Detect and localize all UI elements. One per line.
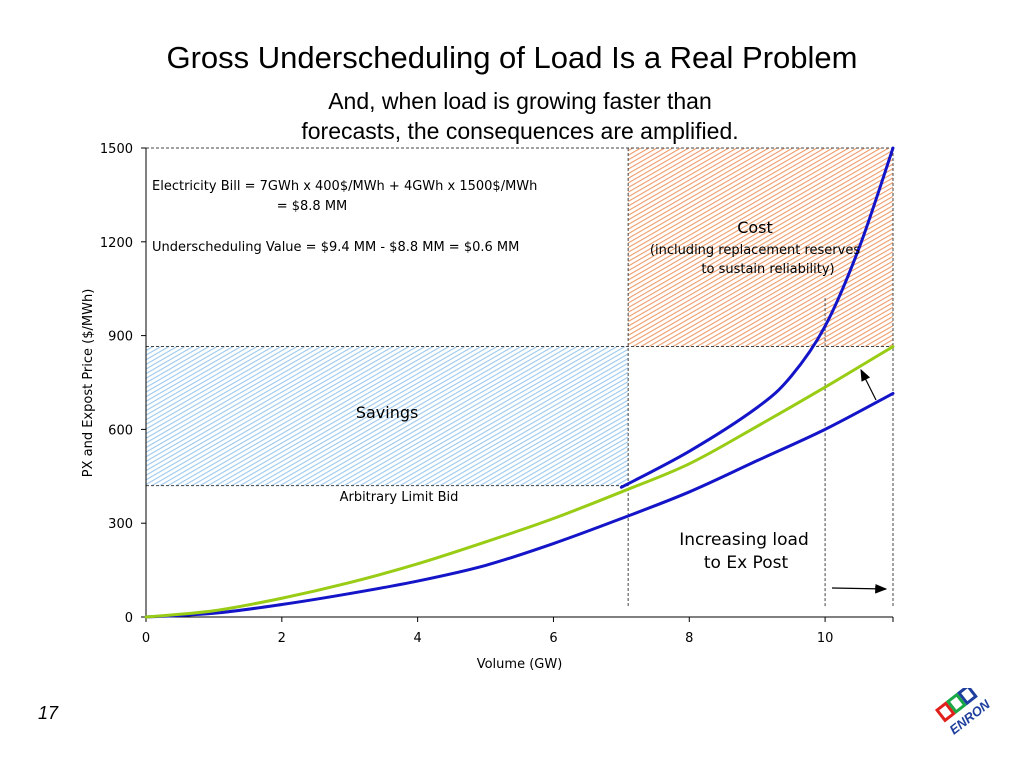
enron-logo: ENRON (934, 688, 993, 737)
y-axis-label: PX and Expost Price ($/MWh) (81, 289, 96, 478)
y-tick-label: 0 (125, 611, 133, 626)
subtitle-line-1: And, when load is growing faster than (328, 88, 712, 114)
page-number: 17 (38, 703, 59, 723)
green-price-curve (144, 345, 895, 619)
underscheduling-value-annotation: Underscheduling Value = $9.4 MM - $8.8 M… (152, 240, 519, 255)
y-tick-label: 900 (108, 330, 133, 345)
slide-title: Gross Underscheduling of Load Is a Real … (166, 40, 858, 75)
increasing-load-arrow (831, 584, 888, 594)
x-tick-label: 8 (685, 631, 693, 646)
subtitle-line-2: forecasts, the consequences are amplifie… (301, 118, 739, 144)
x-axis-label: Volume (GW) (477, 657, 563, 672)
electricity-bill-annotation: Electricity Bill = 7GWh x 400$/MWh + 4GW… (152, 179, 537, 194)
y-tick-label: 600 (108, 423, 133, 438)
increasing-load-line-2: to Ex Post (704, 553, 789, 573)
savings-label: Savings (356, 403, 419, 422)
increasing-load-line-1: Increasing load (679, 530, 809, 550)
cost-region (628, 148, 893, 347)
savings-region (146, 346, 629, 486)
electricity-bill-result: = $8.8 MM (277, 199, 348, 214)
arbitrary-limit-bid-label: Arbitrary Limit Bid (340, 490, 459, 505)
x-tick-label: 0 (142, 631, 150, 646)
x-tick-label: 6 (549, 631, 557, 646)
y-tick-label: 1200 (100, 236, 133, 251)
y-tick-label: 1500 (100, 142, 133, 157)
cost-label: Cost (737, 218, 773, 237)
x-tick-label: 4 (413, 631, 421, 646)
x-tick-label: 2 (278, 631, 286, 646)
blue-ex-post-curve (619, 146, 895, 489)
cost-note-line-1: (including replacement reserves (650, 243, 860, 258)
x-tick-label: 10 (817, 631, 834, 646)
price-shift-arrow (860, 368, 877, 401)
cost-note-line-2: to sustain reliability) (701, 262, 834, 277)
slide-subtitle: And, when load is growing faster than fo… (0, 86, 1024, 146)
y-tick-label: 300 (108, 517, 133, 532)
blue-price-curve (144, 391, 895, 619)
